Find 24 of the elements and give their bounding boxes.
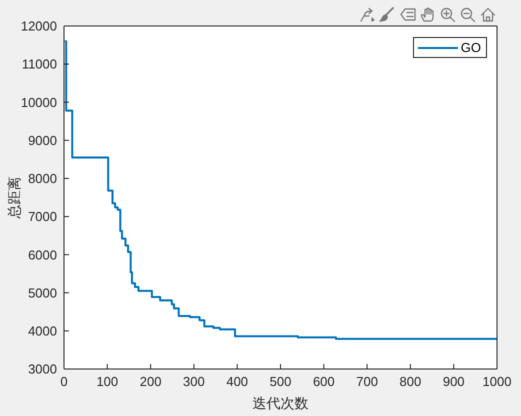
legend-label: GO [460, 40, 481, 55]
y-tick-label: 9000 [28, 132, 57, 148]
y-tick-label: 8000 [28, 171, 57, 186]
y-tick-label: 4000 [28, 324, 57, 339]
y-tick-label: 6000 [28, 247, 57, 262]
x-tick-label: 300 [183, 374, 205, 390]
y-tick-label: 12000 [20, 18, 57, 34]
x-tick-label: 400 [226, 374, 248, 390]
y-tick-label: 7000 [28, 209, 57, 224]
x-tick-label: 800 [400, 374, 422, 390]
y-axis-title: 总距离 [7, 176, 23, 220]
x-tick-label: 200 [140, 374, 162, 390]
x-tick-label: 700 [356, 374, 378, 390]
x-tick-label: 100 [96, 374, 118, 390]
x-tick-label: 600 [312, 374, 335, 390]
x-tick-label: 0 [60, 374, 68, 390]
y-tick-label: 10000 [20, 94, 57, 110]
x-tick-label: 1000 [482, 374, 512, 390]
x-axis-title: 迭代次数 [252, 396, 308, 412]
y-tick-label: 5000 [28, 285, 57, 300]
y-tick-label: 11000 [22, 56, 57, 72]
x-tick-label: 900 [442, 374, 465, 390]
y-tick-label: 3000 [28, 362, 57, 377]
x-tick-label: 500 [270, 374, 292, 390]
